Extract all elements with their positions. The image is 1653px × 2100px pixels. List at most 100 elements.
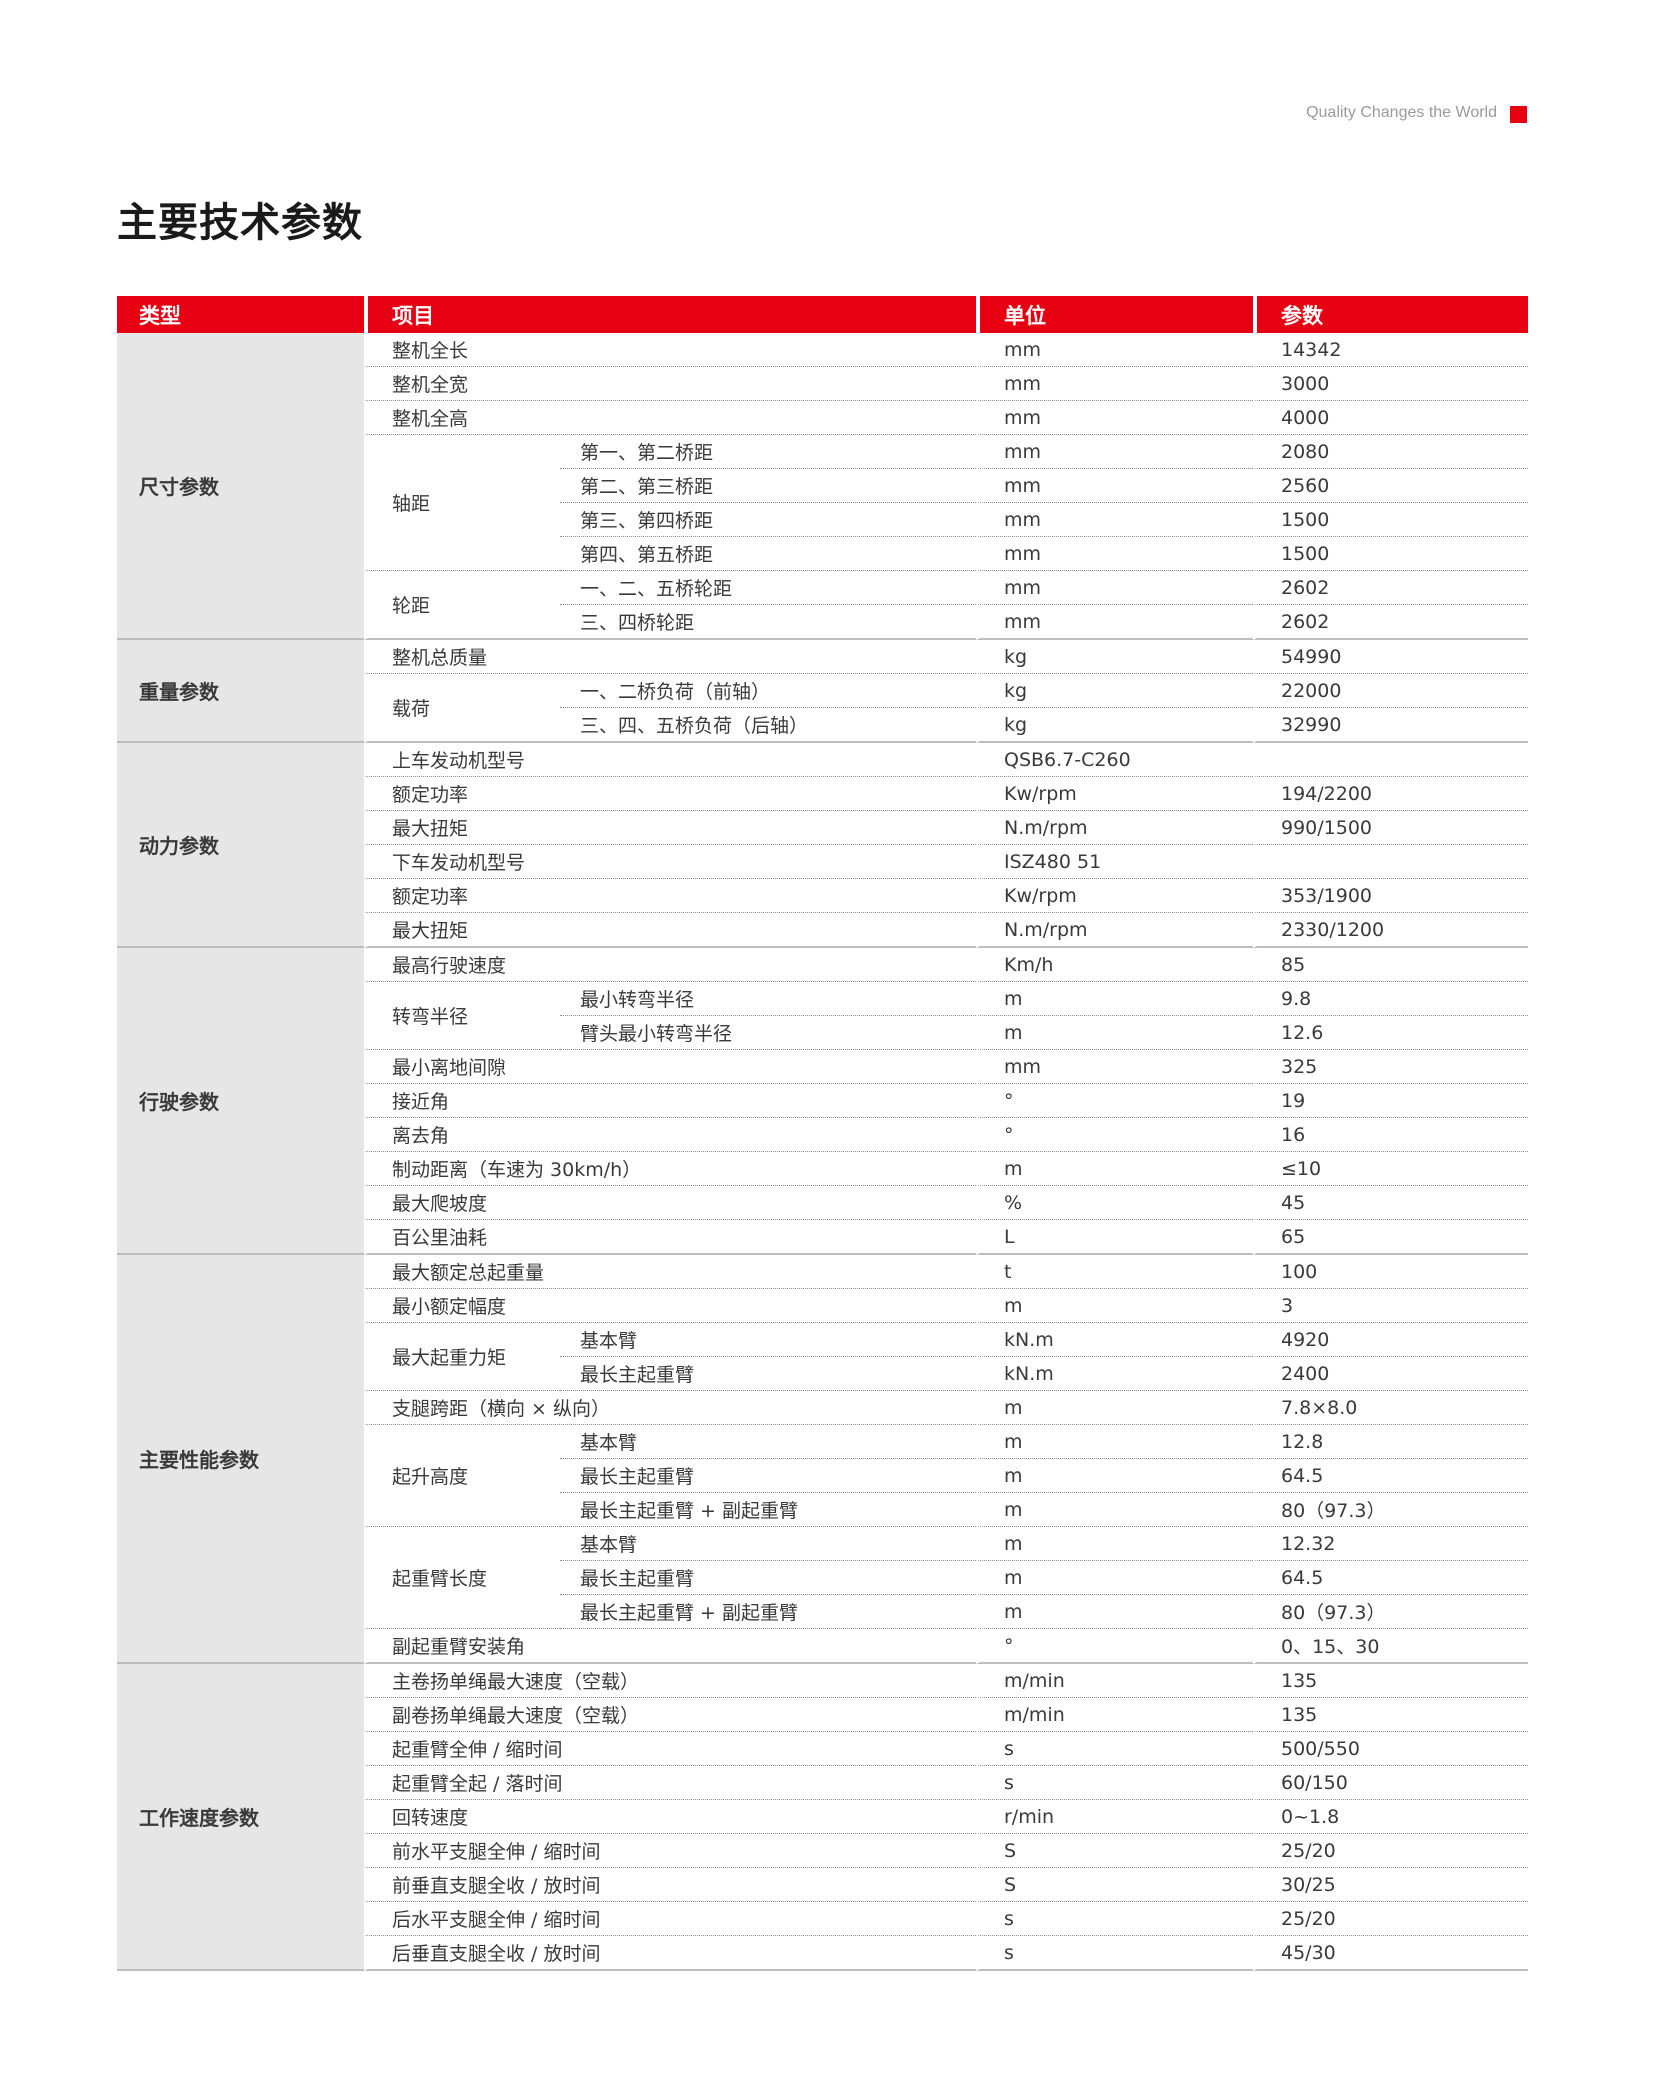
table-row: 最小离地间隙 mm 325 — [117, 1050, 1528, 1084]
table-row: 起重臂长度 基本臂 m 12.32 — [117, 1527, 1528, 1629]
item-cell: 支腿跨距（横向 × 纵向） — [364, 1391, 976, 1425]
value-cell: 2602 — [1253, 605, 1528, 640]
item-cell: 整机全宽 — [364, 367, 976, 401]
value-cell: 30/25 — [1253, 1868, 1528, 1902]
unit-cell: kN.m — [976, 1357, 1253, 1391]
unit-cell: QSB6.7-C260 — [976, 743, 1253, 777]
value-cell: 85 — [1253, 948, 1528, 982]
sub-item: 最长主起重臂 — [560, 1357, 976, 1391]
table-row: 前垂直支腿全收 / 放时间 S 30/25 — [117, 1868, 1528, 1902]
table-row: 最大起重力矩 基本臂 kN.m 4920 — [117, 1323, 1528, 1391]
unit-cell: m/min — [976, 1698, 1253, 1732]
value-cell: 4000 — [1253, 401, 1528, 435]
tagline: Quality Changes the World — [1306, 104, 1497, 121]
table-row: 支腿跨距（横向 × 纵向） m 7.8×8.0 — [117, 1391, 1528, 1425]
value-cell: ≤10 — [1253, 1152, 1528, 1186]
unit-cell: m — [976, 1595, 1253, 1629]
item-cell: 最大爬坡度 — [364, 1186, 976, 1220]
item-cell: 额定功率 — [364, 777, 976, 811]
table-row: 副卷扬单绳最大速度（空载） m/min 135 — [117, 1698, 1528, 1732]
table-row: 载荷 一、二桥负荷（前轴） kg 22000 — [117, 674, 1528, 743]
unit-cell: mm — [976, 1050, 1253, 1084]
value-cell: 45/30 — [1253, 1936, 1528, 1971]
spec-table: 类型 项目 单位 参数 尺寸参数 整机全长 mm 14342 整机全宽 mm 3000 整机全… — [117, 296, 1528, 1971]
sub-item: 最长主起重臂 — [560, 1459, 976, 1493]
value-cell: 2560 — [1253, 469, 1528, 503]
table-row: 起重臂全起 / 落时间 s 60/150 — [117, 1766, 1528, 1800]
unit-cell: m — [976, 1527, 1253, 1561]
value-cell: 3 — [1253, 1289, 1528, 1323]
item-cell: 回转速度 — [364, 1800, 976, 1834]
section-type: 重量参数 — [117, 640, 364, 743]
value-cell: 80（97.3） — [1253, 1493, 1528, 1527]
unit-cell: s — [976, 1936, 1253, 1971]
sub-item: 第三、第四桥距 — [560, 503, 976, 537]
unit-cell: Kw/rpm — [976, 777, 1253, 811]
item-cell: 最大扭矩 — [364, 913, 976, 948]
table-row: 最大扭矩 N.m/rpm 990/1500 — [117, 811, 1528, 845]
value-cell: 16 — [1253, 1118, 1528, 1152]
table-row: 最长主起重臂 + 副起重臂 m 80（97.3） — [117, 1493, 1528, 1527]
value-cell: 19 — [1253, 1084, 1528, 1118]
value-cell: 2330/1200 — [1253, 913, 1528, 948]
header-item: 项目 — [364, 296, 976, 333]
value-cell: 135 — [1253, 1698, 1528, 1732]
sub-item: 最长主起重臂 + 副起重臂 — [560, 1595, 976, 1629]
section-type: 工作速度参数 — [117, 1664, 364, 1971]
table-row: 工作速度参数 主卷扬单绳最大速度（空载） m/min 135 — [117, 1664, 1528, 1971]
value-cell: 353/1900 — [1253, 879, 1528, 913]
unit-cell: S — [976, 1834, 1253, 1868]
unit-cell: mm — [976, 333, 1253, 367]
table-row: 回转速度 r/min 0~1.8 — [117, 1800, 1528, 1834]
value-cell: 2602 — [1253, 571, 1528, 605]
sub-item: 臂头最小转弯半径 — [560, 1016, 976, 1050]
item-cell: 下车发动机型号 — [364, 845, 976, 879]
unit-cell: L — [976, 1220, 1253, 1255]
value-cell: 2400 — [1253, 1357, 1528, 1391]
unit-cell: m — [976, 982, 1253, 1016]
item-cell: 上车发动机型号 — [364, 743, 976, 777]
item-cell: 前水平支腿全伸 / 缩时间 — [364, 1834, 976, 1868]
table-header: 类型 项目 单位 参数 — [117, 296, 1528, 333]
unit-cell: kg — [976, 640, 1253, 674]
table-row: 尺寸参数 整机全长 mm 14342 — [117, 333, 1528, 640]
item-cell: 最大扭矩 — [364, 811, 976, 845]
item-cell: 接近角 — [364, 1084, 976, 1118]
group-item: 载荷 — [364, 674, 560, 743]
item-cell: 副起重臂安装角 — [364, 1629, 976, 1664]
value-cell: 1500 — [1253, 503, 1528, 537]
table-row: 最大爬坡度% 45 — [117, 1186, 1528, 1220]
section-type: 主要性能参数 — [117, 1255, 364, 1664]
unit-cell: s — [976, 1732, 1253, 1766]
item-cell: 后水平支腿全伸 / 缩时间 — [364, 1902, 976, 1936]
unit-cell: Kw/rpm — [976, 879, 1253, 913]
value-cell: 12.32 — [1253, 1527, 1528, 1561]
value-cell: 325 — [1253, 1050, 1528, 1084]
unit-cell: ° — [976, 1629, 1253, 1664]
table-row: 最长主起重臂 + 副起重臂 m 80（97.3） — [117, 1595, 1528, 1629]
unit-cell: m — [976, 1493, 1253, 1527]
table-row: 起升高度 基本臂 m 12.8 — [117, 1425, 1528, 1527]
unit-cell: m — [976, 1289, 1253, 1323]
item-cell: 整机全高 — [364, 401, 976, 435]
section-type: 行驶参数 — [117, 948, 364, 1255]
item-cell: 整机总质量 — [364, 640, 976, 674]
item-cell: 前垂直支腿全收 / 放时间 — [364, 1868, 976, 1902]
table-row: 三、四、五桥负荷（后轴） kg 32990 — [117, 708, 1528, 743]
group-item: 轴距 — [364, 435, 560, 571]
sub-item: 最长主起重臂 — [560, 1561, 976, 1595]
brand-square-icon — [1510, 106, 1527, 123]
group-item: 最大起重力矩 — [364, 1323, 560, 1391]
sub-item: 基本臂 — [560, 1323, 976, 1357]
unit-cell: m — [976, 1152, 1253, 1186]
unit-cell: ° — [976, 1084, 1253, 1118]
value-cell: 45 — [1253, 1186, 1528, 1220]
table-row: 百公里油耗 L 65 — [117, 1220, 1528, 1255]
table-row: 主要性能参数 最大额定总起重量 t 100 — [117, 1255, 1528, 1664]
table-row: 行驶参数 最高行驶速度 Km/h 85 — [117, 948, 1528, 1255]
table-row: 后垂直支腿全收 / 放时间 s 45/30 — [117, 1936, 1528, 1971]
sub-item: 第二、第三桥距 — [560, 469, 976, 503]
value-cell: 25/20 — [1253, 1834, 1528, 1868]
item-cell: 最高行驶速度 — [364, 948, 976, 982]
table-row: 前水平支腿全伸 / 缩时间 S 25/20 — [117, 1834, 1528, 1868]
